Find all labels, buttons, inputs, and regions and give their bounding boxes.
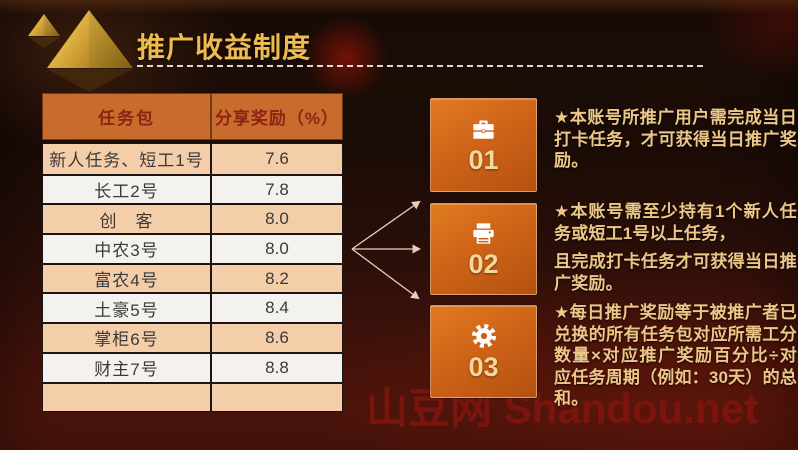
step-number: 02 bbox=[468, 249, 499, 279]
package-name-cell: 长工2号 bbox=[43, 175, 212, 204]
briefcase-icon bbox=[470, 116, 497, 143]
reward-value-cell: 7.8 bbox=[265, 179, 289, 199]
reward-value-cell: 7.6 bbox=[265, 148, 289, 168]
note-text: ★本账号所推广用户需完成当日打卡任务，才可获得当日推广奖励。 bbox=[554, 108, 797, 170]
package-name-cell bbox=[43, 383, 212, 412]
table-row: 富农4号 8.2 bbox=[43, 262, 342, 293]
package-name-cell: 掌柜6号 bbox=[43, 324, 212, 352]
page-title: 推广收益制度 bbox=[137, 32, 312, 63]
table-row: 创 客 8.0 bbox=[43, 203, 342, 234]
title-dashed-divider bbox=[137, 65, 703, 67]
note-text: ★每日推广奖励等于被推广者已兑换的所有任务包对应所需工分数量×对应推广奖励百分比… bbox=[554, 303, 797, 408]
printer-icon bbox=[470, 220, 497, 247]
package-name-cell: 土豪5号 bbox=[43, 294, 212, 323]
reward-table: 任务包 分享奖励（%） 新人任务、短工1号 7.6 长工2号 7.8 创 客 8… bbox=[42, 93, 343, 413]
table-row: 中农3号 8.0 bbox=[43, 233, 342, 263]
table-header-row: 任务包 分享奖励（%） bbox=[42, 93, 343, 140]
reward-value-cell: 8.0 bbox=[265, 209, 289, 229]
package-name-cell: 创 客 bbox=[43, 205, 212, 234]
reward-value-cell: 8.8 bbox=[265, 357, 289, 377]
gear-icon bbox=[470, 322, 498, 350]
note-2: ★本账号需至少持有1个新人任务或短工1号以上任务， 且完成打卡任务才可获得当日推… bbox=[554, 201, 797, 294]
step-box-3: 03 bbox=[430, 305, 537, 398]
step-box-2: 02 bbox=[430, 203, 537, 295]
reward-value-cell: 8.0 bbox=[265, 238, 289, 258]
table-row: 长工2号 7.8 bbox=[43, 173, 342, 204]
package-name-cell: 富农4号 bbox=[43, 264, 212, 293]
reward-value-cell bbox=[212, 384, 342, 412]
note-text: 且完成打卡任务才可获得当日推广奖励。 bbox=[554, 252, 797, 293]
gold-pyramids-logo bbox=[28, 10, 133, 92]
table-body: 新人任务、短工1号 7.6 长工2号 7.8 创 客 8.0 中农3号 8.0 … bbox=[42, 143, 343, 413]
package-name-cell: 财主7号 bbox=[43, 353, 212, 382]
package-name-cell: 新人任务、短工1号 bbox=[43, 144, 212, 174]
note-text: ★本账号需至少持有1个新人任务或短工1号以上任务， bbox=[554, 202, 797, 243]
reward-value-cell: 8.6 bbox=[265, 327, 289, 347]
table-row: 掌柜6号 8.6 bbox=[43, 322, 342, 352]
reward-value-cell: 8.4 bbox=[265, 298, 289, 318]
column-header-package: 任务包 bbox=[43, 94, 212, 139]
table-row: 财主7号 8.8 bbox=[43, 351, 342, 382]
step-number: 03 bbox=[468, 352, 499, 382]
package-name-cell: 中农3号 bbox=[43, 235, 212, 263]
fanout-arrows bbox=[351, 200, 421, 300]
step-box-1: 01 bbox=[430, 98, 537, 192]
step-number: 01 bbox=[468, 145, 499, 175]
reward-value-cell: 8.2 bbox=[265, 268, 289, 288]
table-row: 新人任务、短工1号 7.6 bbox=[43, 144, 342, 174]
table-row: 土豪5号 8.4 bbox=[43, 292, 342, 323]
table-row-empty bbox=[43, 381, 342, 412]
note-3: ★每日推广奖励等于被推广者已兑换的所有任务包对应所需工分数量×对应推广奖励百分比… bbox=[554, 302, 797, 410]
note-1: ★本账号所推广用户需完成当日打卡任务，才可获得当日推广奖励。 bbox=[554, 107, 797, 172]
column-header-reward: 分享奖励（%） bbox=[214, 109, 340, 128]
